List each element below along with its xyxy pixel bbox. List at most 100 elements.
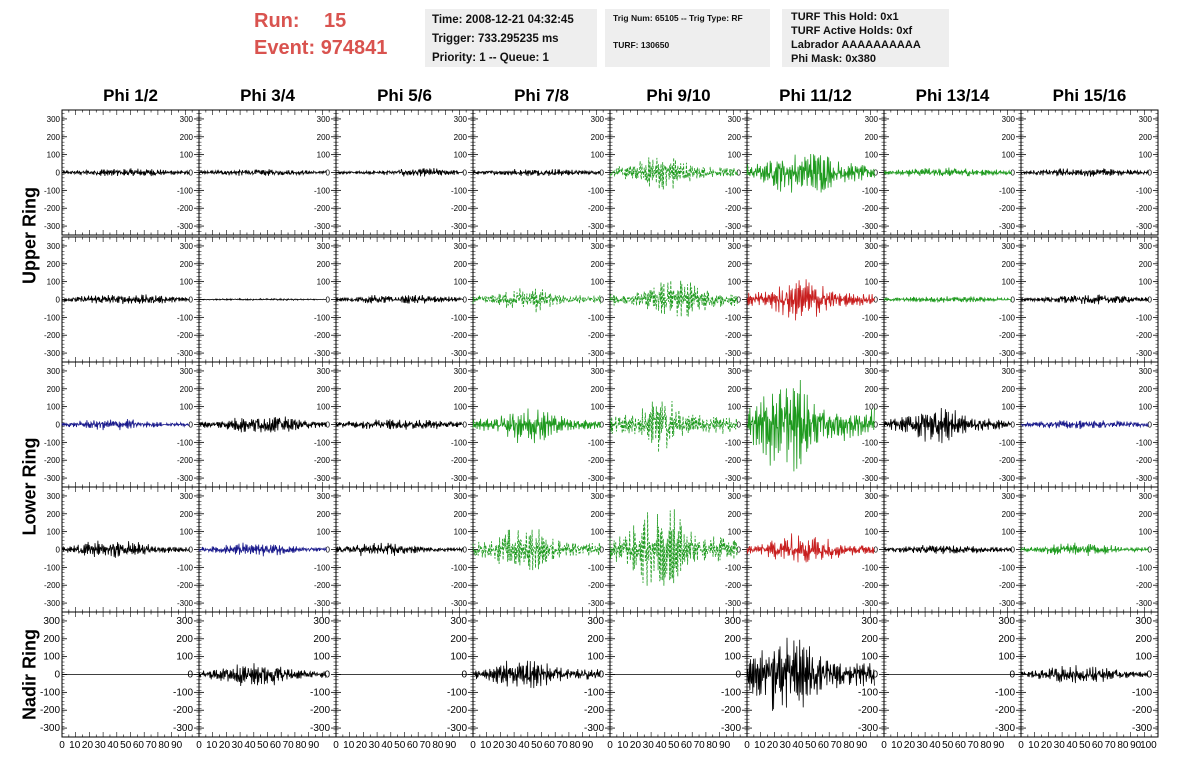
y-tick-label: -300 — [451, 599, 468, 608]
panel-r2-c4: -300 -200 -100 0 100 200 300 — [472, 236, 611, 363]
y-tick-label: 200 — [591, 133, 605, 142]
y-tick-label: 100 — [865, 528, 879, 537]
y-tick-label: 300 — [728, 115, 742, 124]
waveform-trace — [472, 288, 601, 313]
y-tick-label: -200 — [588, 456, 605, 465]
phi-label-1: Phi 1/2 — [103, 86, 158, 105]
y-tick-label: 100 — [180, 403, 194, 412]
y-tick-label: -200 — [314, 331, 331, 340]
panel-r3-c2: -300 -200 -100 0 100 200 300 — [198, 361, 337, 488]
y-tick-label: -300 — [1136, 474, 1153, 483]
y-tick-label: -100 — [177, 438, 194, 447]
y-tick-label: 0 — [737, 169, 742, 178]
panel-r3-c6: -300 -200 -100 0 100 200 300 — [746, 361, 885, 488]
waveform-trace — [61, 168, 190, 177]
panel-r2-c8: -300 -200 -100 0 100 200 300 — [1020, 236, 1159, 363]
y-tick-label: -300 — [862, 349, 879, 358]
y-tick-label: 100 — [865, 403, 879, 412]
y-tick-label: 100 — [47, 151, 61, 160]
y-tick-label: 300 — [47, 242, 61, 251]
y-tick-label: 0 — [600, 296, 605, 305]
panel-r3-c5: -300 -200 -100 0 100 200 300 — [609, 361, 748, 488]
y-tick-label: 200 — [728, 385, 742, 394]
y-tick-label: -300 — [44, 599, 61, 608]
waveform-trace — [746, 153, 875, 193]
y-tick-label: -200 — [588, 581, 605, 590]
y-tick-label: 100 — [1139, 528, 1153, 537]
waveform-trace — [746, 379, 875, 472]
y-tick-label: 200 — [591, 510, 605, 519]
y-tick-label: 100 — [865, 278, 879, 287]
y-tick-label: 300 — [317, 115, 331, 124]
panel-r1-c4: -300 -200 -100 0 100 200 300 — [472, 109, 611, 236]
y-tick-label: -300 — [310, 723, 330, 734]
y-tick-label: 100 — [180, 278, 194, 287]
y-tick-label: 100 — [591, 151, 605, 160]
waveform-trace — [883, 545, 1012, 555]
y-tick-label: 300 — [450, 616, 467, 627]
y-tick-label: 100 — [1139, 278, 1153, 287]
y-tick-label: -100 — [314, 438, 331, 447]
y-tick-label: 200 — [728, 133, 742, 142]
event-label: Event: — [254, 37, 316, 59]
y-tick-label: 0 — [463, 421, 468, 430]
y-tick-label: -100 — [447, 687, 467, 698]
y-tick-label: 300 — [47, 367, 61, 376]
y-tick-label: 300 — [1139, 115, 1153, 124]
y-tick-label: -100 — [999, 563, 1016, 572]
y-tick-label: 100 — [1002, 403, 1016, 412]
y-tick-label: 200 — [1002, 260, 1016, 269]
waveform-trace — [198, 663, 327, 687]
time-info-box: Time: 2008-12-21 04:32:45 Trigger: 733.2… — [425, 9, 597, 67]
y-tick-label: 200 — [728, 260, 742, 269]
panel-r4-c5: -300 -200 -100 0 100 200 300 — [609, 486, 748, 613]
y-tick-label: 200 — [454, 133, 468, 142]
y-tick-label: 200 — [47, 385, 61, 394]
panel-r3-c3: -300 -200 -100 0 100 200 300 — [335, 361, 474, 488]
y-tick-label: 0 — [463, 546, 468, 555]
y-tick-label: -300 — [588, 599, 605, 608]
y-tick-label: 300 — [454, 367, 468, 376]
y-tick-label: 0 — [326, 421, 331, 430]
y-tick-label: -200 — [999, 331, 1016, 340]
y-tick-label: 300 — [1002, 492, 1016, 501]
panel-r2-c3: -300 -200 -100 0 100 200 300 — [335, 236, 474, 363]
waveform-trace — [1020, 294, 1149, 305]
waveform-trace — [746, 533, 875, 563]
waveform-trace — [61, 294, 190, 305]
y-tick-label: 200 — [47, 260, 61, 269]
y-tick-label: -200 — [862, 581, 879, 590]
y-tick-label: 300 — [591, 242, 605, 251]
y-tick-label: -100 — [451, 313, 468, 322]
y-tick-label: 100 — [317, 528, 331, 537]
y-tick-label: -100 — [588, 313, 605, 322]
y-tick-label: -300 — [177, 349, 194, 358]
y-tick-label: -300 — [314, 349, 331, 358]
waveform-trace — [609, 509, 738, 586]
panel-r2-c5: -300 -200 -100 0 100 200 300 — [609, 236, 748, 363]
y-tick-label: -200 — [177, 204, 194, 213]
y-tick-label: -100 — [1136, 186, 1153, 195]
y-tick-label: 300 — [454, 115, 468, 124]
y-tick-label: -300 — [1136, 349, 1153, 358]
y-tick-label: 100 — [317, 403, 331, 412]
y-tick-label: 200 — [1139, 385, 1153, 394]
y-tick-label: 200 — [1139, 260, 1153, 269]
waveform-trace — [198, 542, 327, 557]
y-tick-label: 300 — [591, 115, 605, 124]
y-tick-label: 200 — [47, 510, 61, 519]
y-tick-label: -100 — [1136, 438, 1153, 447]
panel-r4-c3: -300 -200 -100 0 100 200 300 — [335, 486, 474, 613]
y-tick-label: 0 — [598, 670, 604, 681]
y-tick-label: 200 — [1002, 510, 1016, 519]
y-tick-label: -300 — [447, 723, 467, 734]
y-tick-label: -100 — [310, 687, 330, 698]
y-tick-label: -200 — [1136, 331, 1153, 340]
waveform-trace — [1020, 168, 1149, 177]
y-tick-label: 300 — [1139, 492, 1153, 501]
y-tick-label: 300 — [43, 616, 60, 627]
y-tick-label: -200 — [177, 331, 194, 340]
y-tick-label: 300 — [591, 492, 605, 501]
y-tick-label: 0 — [737, 421, 742, 430]
y-tick-label: -100 — [44, 438, 61, 447]
